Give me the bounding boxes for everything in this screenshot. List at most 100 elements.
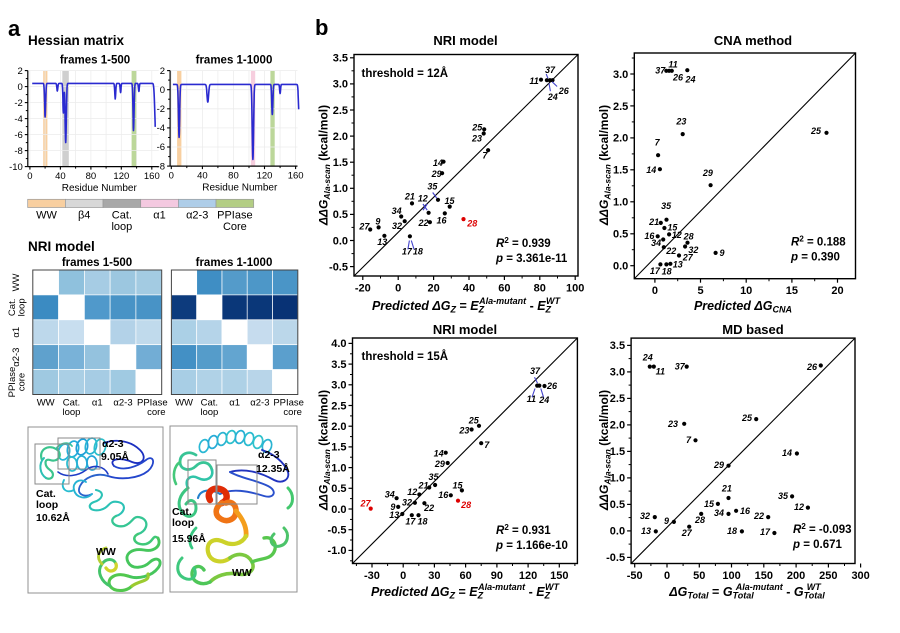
svg-text:Core: Core xyxy=(223,221,247,233)
svg-text:150: 150 xyxy=(550,570,568,582)
svg-text:14: 14 xyxy=(782,448,792,458)
svg-text:0: 0 xyxy=(652,285,658,297)
svg-text:34: 34 xyxy=(714,508,724,518)
svg-text:10: 10 xyxy=(740,285,752,297)
svg-text:28: 28 xyxy=(466,218,477,228)
svg-text:100: 100 xyxy=(722,570,740,582)
svg-text:α2-3: α2-3 xyxy=(102,438,124,450)
svg-text:0: 0 xyxy=(664,570,670,582)
svg-text:NRI model: NRI model xyxy=(28,239,95,254)
svg-text:ΔΔGAla-scan (kcal/mol): ΔΔGAla-scan (kcal/mol) xyxy=(317,390,333,511)
svg-text:160: 160 xyxy=(288,171,304,182)
svg-text:0.0: 0.0 xyxy=(610,526,625,538)
svg-text:23: 23 xyxy=(675,116,686,126)
svg-text:-8: -8 xyxy=(157,161,165,172)
svg-text:35: 35 xyxy=(778,491,789,501)
svg-text:loop: loop xyxy=(172,517,194,529)
svg-text:10.62Å: 10.62Å xyxy=(36,511,70,524)
svg-text:18: 18 xyxy=(662,267,672,277)
svg-text:Cat.: Cat. xyxy=(112,210,132,222)
svg-text:34: 34 xyxy=(385,489,395,499)
svg-text:13: 13 xyxy=(673,260,683,270)
svg-text:2.0: 2.0 xyxy=(331,421,346,433)
svg-text:-1.0: -1.0 xyxy=(328,545,347,557)
svg-text:frames 1-500: frames 1-500 xyxy=(60,55,130,67)
svg-text:0.0: 0.0 xyxy=(331,504,346,516)
svg-text:12.35Å: 12.35Å xyxy=(256,462,290,475)
svg-text:WW: WW xyxy=(11,273,22,291)
svg-text:32: 32 xyxy=(688,245,698,255)
svg-text:200: 200 xyxy=(787,570,805,582)
svg-text:0: 0 xyxy=(18,82,23,93)
svg-text:α2-3: α2-3 xyxy=(258,449,280,461)
svg-text:core: core xyxy=(147,407,165,418)
svg-text:15: 15 xyxy=(704,499,715,509)
svg-text:frames 1-1000: frames 1-1000 xyxy=(196,55,273,67)
svg-text:26: 26 xyxy=(672,72,684,82)
svg-text:40: 40 xyxy=(463,283,475,295)
svg-text:9: 9 xyxy=(390,502,395,512)
svg-text:80: 80 xyxy=(228,171,239,182)
svg-text:2: 2 xyxy=(160,66,165,77)
svg-text:24: 24 xyxy=(684,74,695,84)
svg-text:11: 11 xyxy=(529,76,538,86)
svg-text:37: 37 xyxy=(655,65,666,75)
svg-text:22: 22 xyxy=(753,511,764,521)
svg-text:-2: -2 xyxy=(157,104,165,115)
svg-text:25: 25 xyxy=(468,415,480,425)
svg-text:-20: -20 xyxy=(355,283,371,295)
svg-text:13: 13 xyxy=(377,237,387,247)
svg-text:80: 80 xyxy=(534,283,546,295)
svg-text:threshold = 12Å: threshold = 12Å xyxy=(362,67,449,80)
svg-text:-4: -4 xyxy=(157,123,165,134)
svg-text:p = 0.671: p = 0.671 xyxy=(792,539,843,551)
svg-text:14: 14 xyxy=(434,448,444,458)
svg-text:32: 32 xyxy=(392,221,402,231)
svg-text:26: 26 xyxy=(806,362,818,372)
svg-text:0: 0 xyxy=(27,171,32,182)
svg-text:-6: -6 xyxy=(157,142,165,153)
svg-text:Cat.: Cat. xyxy=(36,488,56,500)
svg-text:0.0: 0.0 xyxy=(613,261,628,273)
svg-text:24: 24 xyxy=(547,92,558,102)
svg-text:PPIase: PPIase xyxy=(137,398,168,409)
svg-text:WW: WW xyxy=(175,398,193,409)
svg-text:16: 16 xyxy=(437,215,448,225)
svg-text:21: 21 xyxy=(404,191,415,201)
svg-text:13: 13 xyxy=(641,526,651,536)
svg-text:24: 24 xyxy=(538,395,549,405)
svg-text:18: 18 xyxy=(417,517,427,527)
svg-text:core: core xyxy=(16,373,27,391)
svg-text:18: 18 xyxy=(413,247,423,257)
svg-text:4.0: 4.0 xyxy=(331,338,346,350)
svg-text:60: 60 xyxy=(498,283,510,295)
svg-text:3.5: 3.5 xyxy=(610,340,625,352)
svg-text:37: 37 xyxy=(530,366,541,376)
svg-text:PPIase: PPIase xyxy=(217,210,252,222)
svg-text:-2: -2 xyxy=(14,98,22,109)
svg-text:Hessian matrix: Hessian matrix xyxy=(28,33,125,48)
svg-text:-50: -50 xyxy=(627,570,643,582)
svg-text:28: 28 xyxy=(683,232,694,242)
svg-text:16: 16 xyxy=(740,506,751,516)
svg-text:p = 0.390: p = 0.390 xyxy=(790,252,840,264)
svg-text:9: 9 xyxy=(664,516,669,526)
svg-text:Cat.: Cat. xyxy=(172,506,192,518)
svg-text:-8: -8 xyxy=(14,146,22,157)
svg-text:WW: WW xyxy=(232,567,252,579)
svg-text:22: 22 xyxy=(418,218,429,228)
svg-text:α2-3: α2-3 xyxy=(250,398,269,409)
svg-text:12: 12 xyxy=(418,193,428,203)
svg-text:34: 34 xyxy=(651,238,661,248)
svg-text:15: 15 xyxy=(453,480,464,490)
svg-text:7: 7 xyxy=(655,138,661,148)
svg-text:1.5: 1.5 xyxy=(331,442,346,454)
svg-text:23: 23 xyxy=(471,133,482,143)
svg-text:29: 29 xyxy=(702,168,713,178)
svg-text:60: 60 xyxy=(460,570,472,582)
svg-text:18: 18 xyxy=(727,526,737,536)
svg-text:2: 2 xyxy=(18,66,23,77)
svg-text:21: 21 xyxy=(648,217,659,227)
svg-text:1.5: 1.5 xyxy=(613,165,628,177)
svg-text:threshold = 15Å: threshold = 15Å xyxy=(362,350,449,363)
